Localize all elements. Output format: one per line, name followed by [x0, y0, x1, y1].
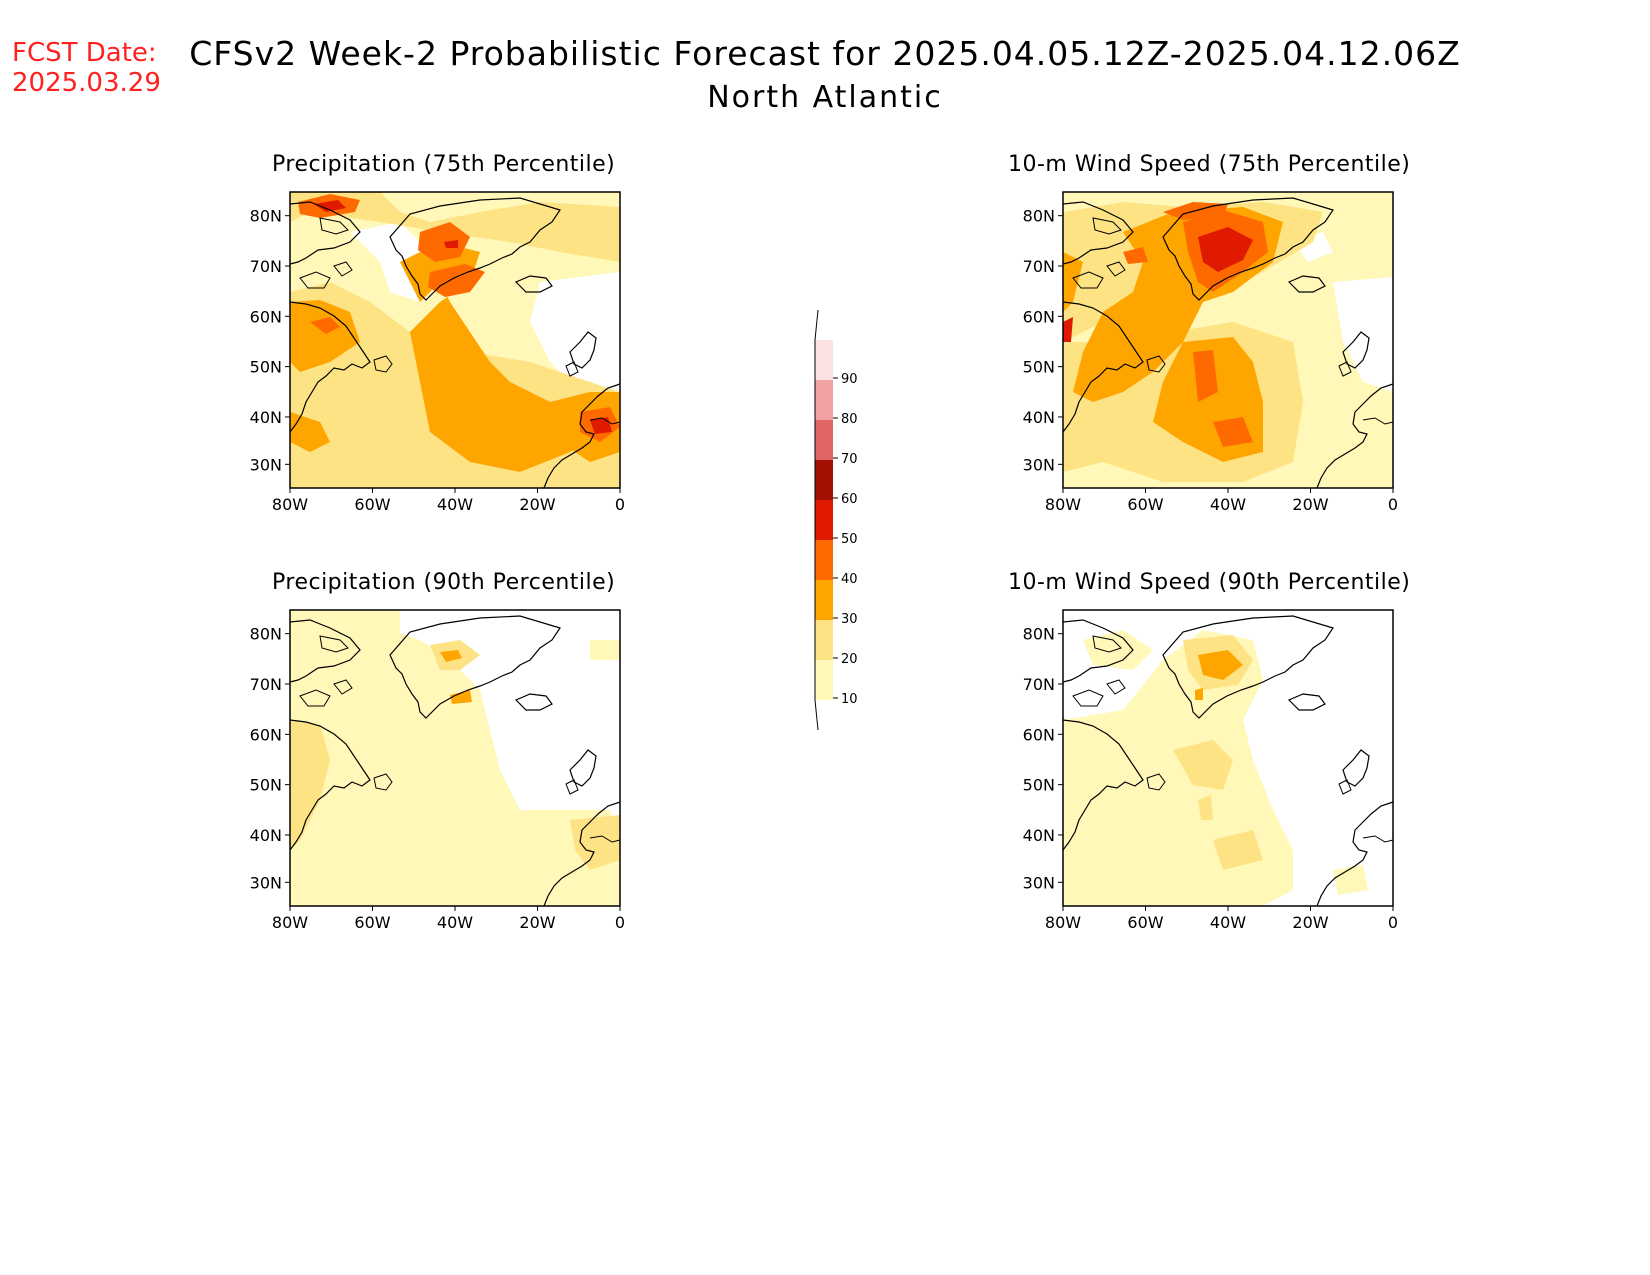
- colorbar-label: 80: [841, 412, 858, 427]
- lon-tick-label: 40W: [1210, 913, 1246, 932]
- map-wind75: [1062, 191, 1394, 489]
- figure-title-block: CFSv2 Week-2 Probabilistic Forecast for …: [0, 32, 1650, 120]
- colorbar-segment: [815, 620, 833, 660]
- figure-subtitle: North Atlantic: [707, 80, 943, 115]
- colorbar-segment: [815, 660, 833, 700]
- lon-tick-label: 60W: [354, 913, 390, 932]
- lat-tick-label: 80N: [250, 207, 282, 226]
- lon-tick-label: 20W: [519, 495, 555, 514]
- forecast-date-value: 2025.03.29: [12, 68, 161, 98]
- map-precip90: [289, 609, 621, 907]
- lon-tick-label: 40W: [437, 495, 473, 514]
- lat-tick-label: 40N: [1023, 408, 1055, 427]
- colorbar-label: 20: [841, 652, 858, 667]
- forecast-date-block: FCST Date: 2025.03.29: [12, 38, 161, 98]
- lon-tick-label: 0: [1388, 495, 1398, 514]
- lon-tick-label: 40W: [437, 913, 473, 932]
- lat-tick-label: 30N: [250, 873, 282, 892]
- lat-tick-label: 80N: [250, 625, 282, 644]
- colorbar-segment: [815, 340, 833, 380]
- colorbar-label: 30: [841, 612, 858, 627]
- lon-tick-label: 80W: [272, 495, 308, 514]
- lon-tick-label: 0: [615, 913, 625, 932]
- lat-tick-label: 70N: [250, 257, 282, 276]
- lat-tick-label: 30N: [1023, 873, 1055, 892]
- panel-title-wind90: 10-m Wind Speed (90th Percentile): [1008, 570, 1411, 595]
- lon-tick-label: 20W: [1292, 913, 1328, 932]
- colorbar-label: 50: [841, 532, 858, 547]
- lon-tick-label: 0: [615, 495, 625, 514]
- panel-title-wind75: 10-m Wind Speed (75th Percentile): [1008, 152, 1411, 177]
- lat-tick-label: 60N: [250, 307, 282, 326]
- lat-tick-label: 30N: [1023, 455, 1055, 474]
- lat-tick-label: 80N: [1023, 625, 1055, 644]
- panel-title-precip90: Precipitation (90th Percentile): [272, 570, 616, 595]
- colorbar-segment: [815, 380, 833, 420]
- colorbar-end-caps: [814, 309, 819, 731]
- lat-tick-label: 50N: [250, 358, 282, 377]
- lon-tick-label: 20W: [519, 913, 555, 932]
- map-precip75: [289, 191, 621, 489]
- lat-tick-label: 30N: [250, 455, 282, 474]
- lat-tick-label: 60N: [1023, 307, 1055, 326]
- colorbar-label: 40: [841, 572, 858, 587]
- lon-tick-label: 60W: [354, 495, 390, 514]
- figure-title: CFSv2 Week-2 Probabilistic Forecast for …: [189, 34, 1461, 73]
- lat-tick-label: 70N: [1023, 257, 1055, 276]
- lat-tick-label: 60N: [250, 725, 282, 744]
- lat-tick-label: 70N: [250, 675, 282, 694]
- lon-tick-label: 0: [1388, 913, 1398, 932]
- lon-tick-label: 80W: [1045, 495, 1081, 514]
- lat-tick-label: 40N: [1023, 826, 1055, 845]
- colorbar-label: 70: [841, 452, 858, 467]
- lon-tick-label: 80W: [1045, 913, 1081, 932]
- axis-labels: 80N 70N 60N 50N 40N 30N 80W 60W 40W 20W 0 80N 70N 60N…: [250, 207, 1398, 932]
- lon-tick-label: 80W: [272, 913, 308, 932]
- lat-tick-label: 60N: [1023, 725, 1055, 744]
- colorbar-label: 60: [841, 492, 858, 507]
- forecast-date-label: FCST Date:: [12, 38, 157, 68]
- lat-tick-label: 80N: [1023, 207, 1055, 226]
- colorbar-label: 10: [841, 692, 858, 707]
- panel-title-precip75: Precipitation (75th Percentile): [272, 152, 616, 177]
- colorbar-segment: [815, 460, 833, 500]
- lon-tick-label: 60W: [1127, 495, 1163, 514]
- colorbar-segment: [815, 540, 833, 580]
- colorbar-label: 90: [841, 372, 858, 387]
- lon-tick-label: 20W: [1292, 495, 1328, 514]
- colorbar-segment: [815, 500, 833, 540]
- lat-tick-label: 50N: [1023, 776, 1055, 795]
- lat-tick-label: 50N: [250, 776, 282, 795]
- colorbar-segment: [815, 420, 833, 460]
- map-wind90: [1062, 609, 1394, 907]
- lat-tick-label: 50N: [1023, 358, 1055, 377]
- lat-tick-label: 40N: [250, 826, 282, 845]
- colorbar-segment: [815, 580, 833, 620]
- lon-tick-label: 60W: [1127, 913, 1163, 932]
- colorbar: 10 20 30 40 50 60 70 80 90: [814, 309, 858, 731]
- lat-tick-label: 70N: [1023, 675, 1055, 694]
- lon-tick-label: 40W: [1210, 495, 1246, 514]
- lat-tick-label: 40N: [250, 408, 282, 427]
